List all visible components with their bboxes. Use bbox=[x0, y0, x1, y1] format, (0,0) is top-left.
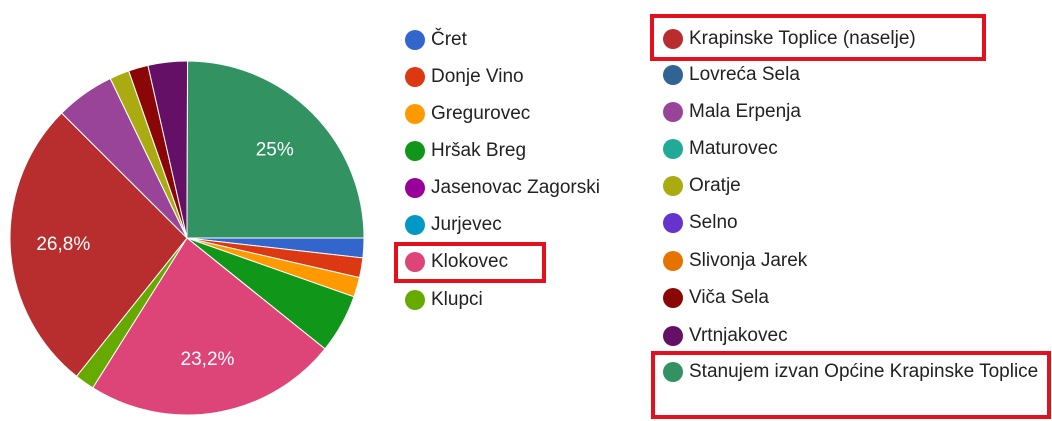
legend-item: Jasenovac Zagorski bbox=[405, 170, 600, 206]
legend-label: Mala Erpenja bbox=[689, 101, 801, 122]
legend-label: Viča Sela bbox=[689, 287, 769, 308]
legend-swatch bbox=[663, 29, 683, 49]
legend-item: Jurjevec bbox=[405, 207, 502, 243]
pie-slice bbox=[9, 112, 188, 377]
highlight-box bbox=[651, 351, 1051, 419]
legend-swatch bbox=[663, 102, 683, 122]
legend-swatch bbox=[663, 176, 683, 196]
legend-item: Gregurovec bbox=[405, 96, 530, 132]
legend-item: Maturovec bbox=[663, 131, 1043, 167]
legend-item: Selno bbox=[663, 205, 1043, 241]
legend-item: Donje Vino bbox=[405, 59, 524, 95]
legend-label: Maturovec bbox=[689, 138, 778, 159]
legend-swatch bbox=[663, 288, 683, 308]
legend-swatch bbox=[663, 251, 683, 271]
legend-item: Viča Sela bbox=[663, 280, 1043, 316]
legend-label: Klokovec bbox=[431, 251, 509, 272]
legend-item: Hršak Breg bbox=[405, 133, 526, 169]
legend-label: Klupci bbox=[431, 289, 483, 310]
slice-label: 23,2% bbox=[181, 349, 235, 370]
legend-item: Klupci bbox=[405, 282, 483, 318]
legend-item: Lovreća Sela bbox=[663, 57, 1043, 93]
legend-item: Klokovec bbox=[405, 244, 508, 280]
legend-item: Krapinske Toplice (naselje) bbox=[663, 21, 1043, 57]
legend-item: Čret bbox=[405, 22, 467, 58]
legend-swatch bbox=[663, 213, 683, 233]
legend-item: Mala Erpenja bbox=[663, 94, 1043, 130]
pie-slice bbox=[92, 237, 326, 416]
legend-label: Vrtnjakovec bbox=[689, 325, 788, 346]
legend-label: Hršak Breg bbox=[431, 140, 527, 161]
legend-swatch bbox=[663, 65, 683, 85]
legend-swatch bbox=[663, 139, 683, 159]
legend-item: Vrtnjakovec bbox=[663, 318, 1043, 354]
legend-label: Stanujem izvan Općine Krapinske Toplice bbox=[689, 361, 1039, 382]
legend-label: Donje Vino bbox=[431, 66, 524, 87]
legend-swatch bbox=[405, 141, 425, 161]
legend-label: Oratje bbox=[689, 175, 741, 196]
legend-swatch bbox=[405, 178, 425, 198]
legend-swatch bbox=[663, 362, 683, 382]
slice-label: 26,8% bbox=[36, 234, 90, 255]
legend-item: Oratje bbox=[663, 168, 1043, 204]
pie-slice bbox=[186, 60, 365, 239]
legend-swatch bbox=[663, 326, 683, 346]
legend-label: Slivonja Jarek bbox=[689, 250, 808, 271]
highlight-box bbox=[394, 242, 546, 283]
legend-swatch bbox=[405, 215, 425, 235]
legend-label: Lovreća Sela bbox=[689, 64, 800, 85]
legend-label: Selno bbox=[689, 212, 738, 233]
highlight-box bbox=[650, 14, 986, 61]
legend-swatch bbox=[405, 104, 425, 124]
legend-item: Stanujem izvan Općine Krapinske Toplice bbox=[663, 354, 1043, 390]
legend-swatch bbox=[405, 290, 425, 310]
legend-label: Krapinske Toplice (naselje) bbox=[689, 28, 916, 49]
legend-label: Jurjevec bbox=[431, 214, 502, 235]
legend-label: Gregurovec bbox=[431, 103, 531, 124]
legend-label: Jasenovac Zagorski bbox=[431, 177, 600, 198]
legend-swatch bbox=[405, 252, 425, 272]
legend-swatch bbox=[405, 67, 425, 87]
pie-chart: 23,2% 26,8% 25% bbox=[9, 60, 365, 416]
legend-swatch bbox=[405, 30, 425, 50]
slice-label: 25% bbox=[256, 140, 294, 161]
legend-label: Čret bbox=[431, 29, 467, 50]
legend-item: Slivonja Jarek bbox=[663, 243, 1043, 279]
